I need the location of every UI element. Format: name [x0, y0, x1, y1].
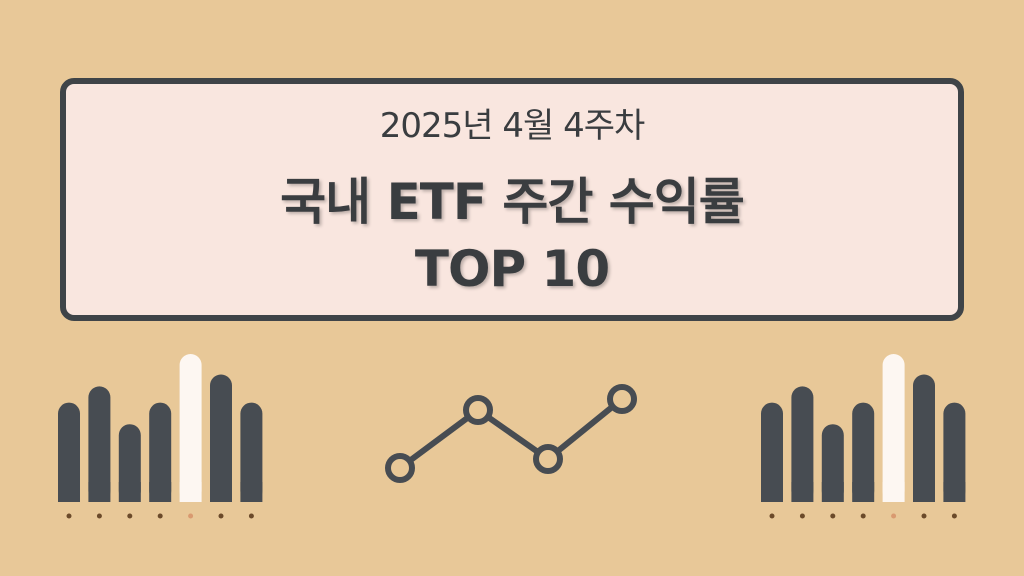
bar-0-0 [58, 402, 80, 502]
trend-point-1 [463, 395, 493, 426]
trend-line [398, 396, 624, 471]
bar-0-5 [210, 374, 232, 502]
bar-1-1 [791, 386, 814, 502]
dot-0-0 [66, 513, 72, 519]
bar-1-4 [882, 354, 905, 502]
dot-0-1 [96, 513, 102, 519]
trend-point-3 [607, 384, 637, 414]
bar-0-1 [88, 386, 111, 502]
dot-0-6 [248, 513, 254, 519]
bar-base-1-5 [913, 482, 935, 502]
trend-point-2 [533, 444, 563, 475]
bar-base-0-0 [58, 482, 80, 502]
trend-point-0 [385, 453, 415, 483]
bar-base-1-2 [821, 482, 844, 502]
bar-1-0 [761, 402, 783, 502]
bar-0-4 [179, 354, 202, 502]
bar-1-5 [913, 374, 935, 502]
bar-base-0-2 [118, 482, 141, 502]
dot-1-1 [799, 513, 805, 519]
dot-1-2 [830, 513, 836, 519]
bar-base-1-3 [852, 482, 875, 502]
bar-base-1-0 [761, 482, 783, 502]
bar-base-0-5 [210, 482, 232, 502]
bar-1-3 [852, 402, 875, 502]
dot-0-3 [157, 513, 163, 519]
bar-base-0-1 [88, 482, 111, 502]
subtitle: 2025년 4월 4주차 [379, 106, 646, 146]
bar-base-0-6 [240, 482, 263, 502]
dot-1-3 [860, 513, 866, 519]
title-panel: 2025년 4월 4주차 국내 ETF 주간 수익률 TOP 10 [60, 78, 964, 321]
bar-base-1-4 [882, 482, 905, 502]
dot-1-4 [891, 513, 897, 519]
title-line-2: TOP 10 [414, 240, 610, 298]
dot-1-6 [951, 513, 957, 519]
bar-0-6 [240, 402, 263, 502]
dot-0-2 [127, 513, 133, 519]
bar-1-6 [943, 402, 966, 502]
dot-0-4 [188, 513, 194, 519]
dot-1-0 [769, 513, 775, 519]
bar-base-1-6 [943, 482, 966, 502]
bar-base-0-3 [149, 482, 172, 502]
dot-1-5 [921, 513, 927, 519]
bar-base-0-4 [179, 482, 202, 502]
bar-0-3 [149, 402, 172, 502]
bar-base-1-1 [791, 482, 814, 502]
title-line-1: 국내 ETF 주간 수익률 [280, 173, 745, 231]
dot-0-5 [218, 513, 224, 519]
